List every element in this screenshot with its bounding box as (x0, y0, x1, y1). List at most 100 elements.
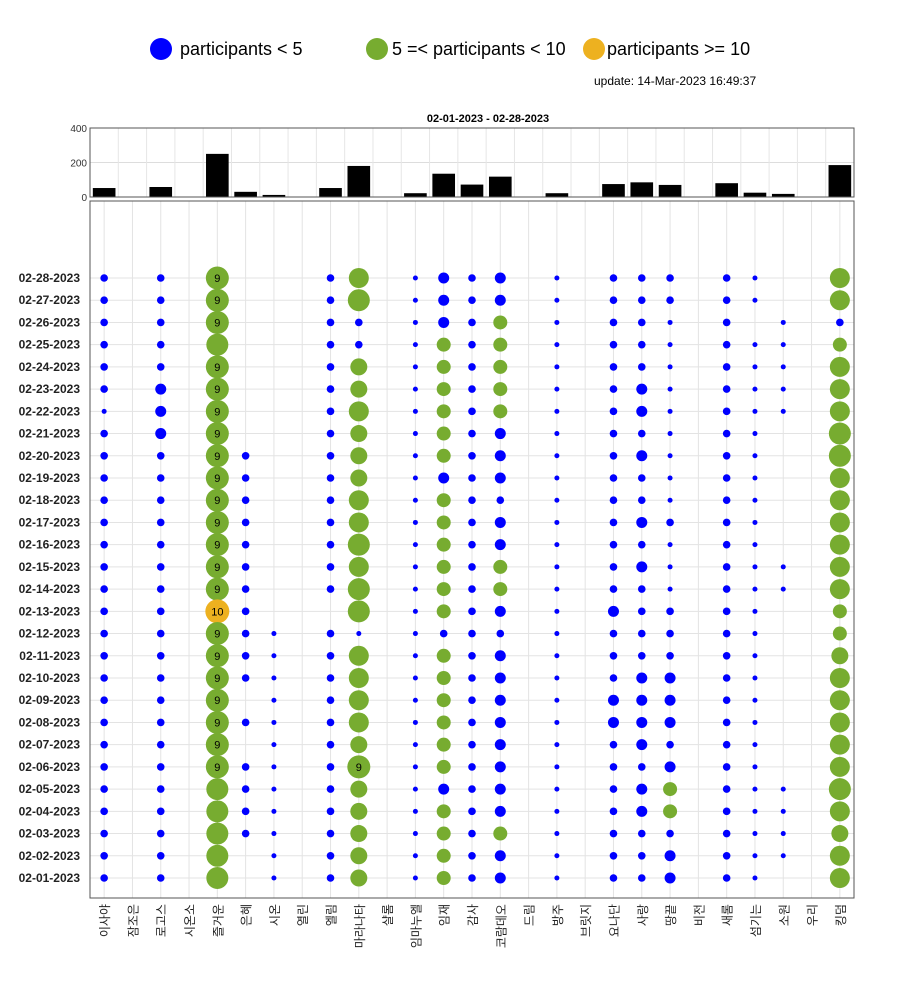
bubble-10-5 (350, 358, 368, 376)
bubble-3-17 (156, 629, 165, 638)
bubble-1-19 (100, 674, 108, 682)
bubble-17-20 (554, 697, 560, 703)
bubble-15-6 (493, 382, 508, 397)
bubble-24-1 (752, 275, 758, 281)
bubble-17-23 (554, 764, 560, 770)
bubble-5-2 (205, 288, 229, 312)
bubble-21-27 (664, 850, 676, 862)
bubble-6-21 (241, 718, 250, 727)
bubble-23-5 (722, 363, 731, 371)
bubble-21-12 (666, 518, 674, 527)
date-tick-label: 02-25-2023 (19, 338, 81, 352)
bubble-13-4 (436, 337, 451, 352)
bubble-20-19 (636, 672, 648, 684)
bubble-9-26 (326, 829, 335, 838)
bubble-1-7 (101, 408, 107, 414)
bubble-10-28 (350, 869, 368, 887)
update-timestamp: update: 14-Mar-2023 16:49:37 (594, 74, 757, 88)
bubble-17-28 (554, 875, 560, 881)
bubble-9-13 (326, 540, 335, 549)
bubble-6-10 (241, 474, 250, 482)
bubble-5-5 (205, 355, 229, 379)
bubble-24-24 (752, 786, 758, 792)
bubble-value-label: 9 (214, 317, 220, 329)
bubble-24-22 (752, 742, 758, 748)
bubble-value-label: 9 (214, 495, 220, 507)
bubble-14-3 (468, 318, 476, 327)
bubble-27-2 (829, 290, 850, 311)
bubble-14-25 (468, 807, 476, 816)
bubble-15-19 (494, 672, 506, 684)
bubble-27-11 (829, 490, 850, 511)
bubble-1-2 (100, 296, 108, 305)
bubble-9-28 (326, 874, 335, 882)
bar-27 (828, 165, 852, 197)
bubble-12-25 (412, 808, 418, 814)
bubble-23-22 (722, 740, 731, 749)
bubble-20-4 (637, 340, 646, 349)
bubble-7-26 (271, 831, 277, 837)
bubble-3-20 (156, 696, 165, 705)
bubble-20-10 (637, 474, 646, 482)
bubble-14-9 (468, 451, 476, 460)
bubble-10-6 (350, 380, 368, 398)
bubble-23-2 (722, 296, 731, 305)
bubble-27-14 (829, 556, 850, 577)
bubble-1-18 (100, 651, 108, 660)
date-tick-label: 02-01-2023 (19, 871, 81, 885)
bubble-15-9 (494, 450, 506, 462)
bubble-19-24 (609, 785, 618, 793)
bubble-21-9 (667, 453, 673, 459)
bubble-5-25 (206, 800, 229, 823)
bubble-21-15 (667, 586, 673, 592)
bubble-17-21 (554, 719, 560, 725)
bubble-5-18 (205, 644, 229, 668)
bubble-24-2 (752, 297, 758, 303)
category-tick-label: 열린 (296, 904, 310, 926)
bubble-27-27 (829, 845, 850, 866)
bubble-21-28 (664, 872, 676, 884)
bubble-12-5 (412, 364, 418, 370)
bubble-1-21 (100, 718, 108, 727)
bubble-10-3 (355, 318, 363, 327)
bubble-20-26 (637, 829, 646, 838)
bubble-19-8 (609, 429, 618, 438)
bubble-19-6 (609, 385, 618, 393)
bubble-3-14 (156, 563, 165, 571)
bubble-12-16 (412, 608, 418, 614)
bubble-value-label: 9 (214, 740, 220, 752)
bar-24 (743, 192, 767, 197)
bubble-27-13 (829, 534, 850, 555)
bubble-14-19 (468, 674, 476, 682)
bubble-24-23 (752, 764, 758, 770)
bubble-27-7 (829, 401, 850, 422)
bubble-23-8 (722, 429, 731, 438)
bubble-9-15 (326, 585, 335, 593)
bubble-19-14 (609, 563, 618, 571)
bar-plot-frame (89, 127, 855, 198)
bubble-14-20 (468, 696, 476, 705)
bubble-13-11 (436, 493, 451, 508)
bubble-21-18 (666, 651, 674, 660)
bubble-17-17 (554, 631, 560, 637)
legend-item-low: participants < 5 (150, 38, 303, 60)
bubble-9-14 (326, 563, 335, 571)
bar-12 (404, 193, 427, 197)
bubble-25-25 (780, 808, 786, 814)
date-tick-label: 02-22-2023 (19, 404, 81, 418)
bubble-20-21 (636, 716, 648, 728)
bubble-6-15 (241, 585, 250, 593)
bubble-9-17 (326, 629, 335, 638)
bubble-27-25 (829, 801, 850, 822)
bubble-24-6 (752, 386, 758, 392)
date-tick-label: 02-02-2023 (19, 849, 81, 863)
bubble-23-18 (722, 651, 731, 660)
bubble-10-4 (355, 340, 363, 349)
bubble-19-21 (607, 716, 619, 728)
bubble-9-23 (326, 763, 335, 771)
date-tick-label: 02-28-2023 (19, 271, 81, 285)
bubble-10-9 (350, 447, 368, 465)
bubble-12-27 (412, 853, 418, 859)
bubble-12-3 (412, 319, 418, 325)
bubble-9-8 (326, 429, 335, 438)
